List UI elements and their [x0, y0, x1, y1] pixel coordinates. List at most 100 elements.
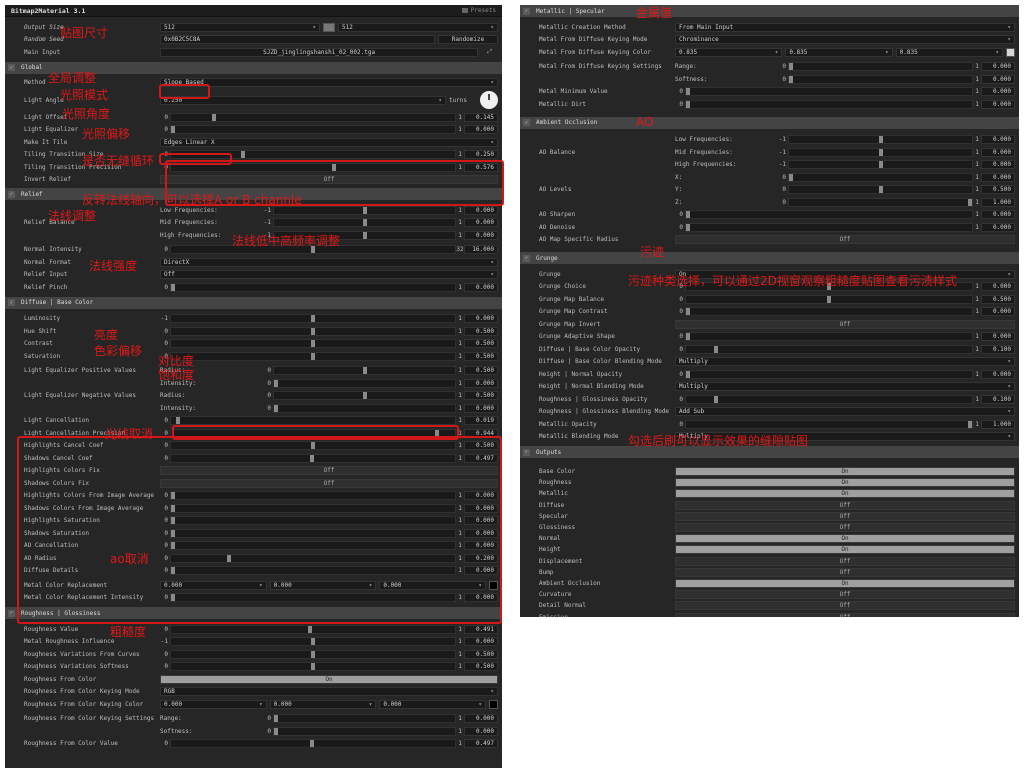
slider-track[interactable]: [788, 135, 973, 145]
roughness-color-value-value[interactable]: 0.497: [464, 739, 498, 749]
slider-thumb[interactable]: [171, 542, 175, 550]
slider-track[interactable]: [273, 714, 456, 724]
ao-radius-value[interactable]: 0.200: [464, 553, 498, 563]
grunge-height-opacity-slider[interactable]: 0 1 0.000: [675, 368, 1015, 381]
collapse-icon[interactable]: ✓: [8, 299, 15, 306]
slider-track[interactable]: [788, 147, 973, 157]
roughness-curves-value[interactable]: 0.500: [464, 649, 498, 659]
relief-input-dropdown[interactable]: Off: [160, 270, 498, 280]
slider-thumb[interactable]: [274, 379, 278, 387]
ao-levels-slider[interactable]: 0 1 1.000: [778, 196, 1015, 209]
tiling-size-value[interactable]: 0.250: [464, 150, 498, 160]
normal-format-dropdown[interactable]: DirectX: [160, 257, 498, 267]
slider-thumb[interactable]: [311, 327, 315, 335]
grunge-metallic-blend-dropdown[interactable]: Multiply: [675, 432, 1015, 442]
metal-keying-mode-dropdown[interactable]: Chrominance: [675, 35, 1015, 45]
output-toggle[interactable]: On: [675, 467, 1015, 477]
grunge-metallic-opacity-value[interactable]: 1.000: [981, 419, 1015, 429]
roughness-keying-color-swatch[interactable]: [489, 699, 499, 709]
output-toggle[interactable]: On: [675, 489, 1015, 499]
slider-track[interactable]: [788, 74, 973, 84]
slider-track[interactable]: [685, 394, 973, 404]
collapse-icon[interactable]: ✓: [523, 448, 530, 456]
link-icon[interactable]: [323, 22, 335, 32]
highlights-cancel-value[interactable]: 0.500: [464, 441, 498, 451]
saturation-value[interactable]: 0.500: [464, 351, 498, 361]
slider-track[interactable]: [170, 649, 456, 659]
lc-precision-slider[interactable]: 0 1 0.944: [160, 427, 498, 440]
metal-keying-settings-value[interactable]: 0.000: [981, 74, 1015, 84]
slider-thumb[interactable]: [878, 161, 883, 169]
slider-track[interactable]: [685, 344, 973, 354]
leq-negative-value[interactable]: 0.500: [464, 391, 498, 401]
slider-track[interactable]: [170, 326, 456, 336]
shadows-fix-toggle[interactable]: Off: [160, 478, 498, 488]
collapse-icon[interactable]: ✓: [8, 64, 15, 71]
slider-track[interactable]: [170, 453, 456, 463]
leq-negative-slider[interactable]: 0 1 0.000: [263, 402, 498, 415]
slider-track[interactable]: [170, 441, 456, 451]
shadows-saturation-slider[interactable]: 0 1 0.000: [160, 527, 498, 540]
light-cancellation-slider[interactable]: 0 1 0.019: [160, 415, 498, 428]
shadows-average-value[interactable]: 0.000: [464, 503, 498, 513]
slider-thumb[interactable]: [878, 148, 883, 156]
slider-track[interactable]: [170, 553, 456, 563]
output-size-width[interactable]: 512: [160, 22, 320, 32]
slider-thumb[interactable]: [171, 504, 175, 512]
grunge-roughness-blend-dropdown[interactable]: Add Sub: [675, 407, 1015, 417]
output-size-height[interactable]: 512: [338, 22, 498, 32]
roughness-keying-settings-value[interactable]: 0.000: [464, 714, 498, 724]
highlights-saturation-value[interactable]: 0.000: [464, 516, 498, 526]
slider-track[interactable]: [273, 403, 456, 413]
slider-track[interactable]: [170, 503, 456, 513]
grunge-diffuse-opacity-value[interactable]: 0.100: [981, 344, 1015, 354]
roughness-softness-slider[interactable]: 0 1 0.500: [160, 661, 498, 674]
tiling-size-slider[interactable]: 0 1 0.250: [160, 149, 498, 162]
slider-thumb[interactable]: [227, 554, 231, 562]
slider-track[interactable]: [273, 391, 456, 401]
slider-thumb[interactable]: [308, 625, 313, 633]
collapse-icon[interactable]: ✓: [8, 609, 15, 617]
slider-thumb[interactable]: [310, 454, 315, 462]
relief-balance-value[interactable]: 0.000: [464, 218, 498, 228]
slider-thumb[interactable]: [311, 650, 315, 658]
output-toggle[interactable]: On: [675, 478, 1015, 488]
roughness-softness-value[interactable]: 0.500: [464, 662, 498, 672]
grunge-balance-slider[interactable]: 0 1 0.500: [675, 293, 1015, 306]
ao-denoise-slider[interactable]: 0 1 0.000: [675, 221, 1015, 234]
slider-thumb[interactable]: [332, 163, 337, 171]
roughness-keying-settings-slider[interactable]: 0 1 0.000: [263, 713, 498, 726]
slider-track[interactable]: [273, 205, 456, 215]
shadows-cancel-slider[interactable]: 0 1 0.497: [160, 452, 498, 465]
ao-denoise-value[interactable]: 0.000: [981, 222, 1015, 232]
slider-thumb[interactable]: [311, 663, 315, 671]
metal-color-replacement-swatch[interactable]: [489, 580, 499, 590]
metal-color-replacement-v1[interactable]: 0.000: [160, 580, 267, 590]
slider-track[interactable]: [170, 282, 456, 292]
roughness-keying-color-v1[interactable]: 0.000: [160, 699, 267, 709]
metal-keying-color-v3[interactable]: 0.835: [895, 47, 1003, 57]
tiling-precision-slider[interactable]: 0 1 0.576: [160, 161, 498, 174]
slider-thumb[interactable]: [686, 88, 690, 96]
slider-track[interactable]: [170, 566, 456, 576]
metal-color-replacement-v2[interactable]: 0.000: [269, 580, 377, 590]
slider-thumb[interactable]: [686, 333, 690, 341]
slider-track[interactable]: [170, 528, 456, 538]
output-toggle[interactable]: Off: [675, 523, 1015, 533]
normal-intensity-value[interactable]: 16.000: [464, 245, 498, 255]
slider-thumb[interactable]: [241, 151, 245, 159]
metal-min-value-value[interactable]: 0.000: [981, 87, 1015, 97]
relief-pinch-slider[interactable]: 0 1 0.000: [160, 281, 498, 294]
roughness-value-slider[interactable]: 0 1 0.491: [160, 623, 498, 636]
grunge-choice-value[interactable]: 0.000: [981, 282, 1015, 292]
ao-levels-value[interactable]: 0.500: [981, 185, 1015, 195]
slider-track[interactable]: [170, 491, 456, 501]
expand-icon[interactable]: ⤢: [487, 48, 492, 56]
roughness-keying-mode-dropdown[interactable]: RGB: [160, 687, 498, 697]
output-toggle[interactable]: Off: [675, 567, 1015, 577]
slider-track[interactable]: [170, 624, 456, 634]
output-toggle[interactable]: Off: [675, 511, 1015, 521]
main-input-field[interactable]: SJZD_jinglingshanshi_02_002.tga: [160, 47, 479, 57]
slider-thumb[interactable]: [686, 211, 690, 219]
slider-thumb[interactable]: [789, 173, 793, 181]
